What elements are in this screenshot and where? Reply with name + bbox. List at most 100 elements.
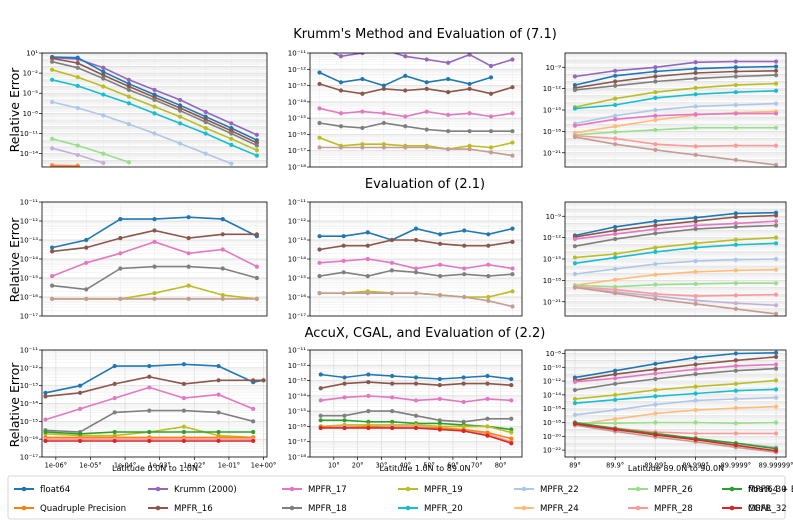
y-tick-label: 10⁻⁸ <box>23 110 39 118</box>
data-point-mpfr26 <box>733 281 738 286</box>
data-point-mpfr18 <box>403 124 408 129</box>
data-point-mpfr26 <box>693 125 698 130</box>
data-point-mpfr19 <box>613 96 618 101</box>
data-point-mpfr24 <box>773 404 779 409</box>
series-line-accux <box>574 421 777 450</box>
x-tick-label: 20° <box>352 462 364 470</box>
data-point-mpfr16 <box>50 56 55 61</box>
y-tick-label: 10⁻¹⁸ <box>543 128 561 136</box>
x-tick-label: 89.99999° <box>759 462 793 470</box>
data-point-mpfr24 <box>733 268 738 273</box>
data-point-mpfr24 <box>653 272 658 277</box>
data-point-mpfr22 <box>653 261 658 267</box>
series-line-krumm <box>331 53 513 67</box>
y-axis: 10⁻⁹ 10⁻¹² 10⁻¹⁵ 10⁻¹⁸ 10⁻²¹ <box>543 64 565 157</box>
y-tick-label: 10⁻¹² <box>288 218 306 226</box>
y-tick-label: 10⁻¹⁷ <box>288 438 306 446</box>
data-point-mpfr19 <box>693 241 698 246</box>
data-point-mpfr17 <box>653 113 658 118</box>
series-line-mpfr16 <box>319 83 513 95</box>
data-point-mpfr16 <box>186 236 191 241</box>
data-point-mpfr16 <box>381 86 386 91</box>
data-point-accux <box>509 427 514 432</box>
data-point-mpfr19 <box>572 396 578 402</box>
data-point-mpfr19 <box>733 82 738 88</box>
data-point-mpfr32 <box>693 301 698 306</box>
data-point-mpfr19 <box>186 283 191 288</box>
series-line-mpfr18 <box>319 122 513 132</box>
series-group <box>572 210 779 316</box>
data-point-mpfr16 <box>403 88 408 93</box>
data-point-mpfr16 <box>413 381 419 386</box>
data-point-mpfr19 <box>101 84 106 89</box>
data-point-mpfr19 <box>613 251 618 257</box>
data-point-mpfr32 <box>338 145 344 150</box>
data-point-mpfr18 <box>773 223 779 228</box>
legend-label: MPFR_22 <box>540 485 579 495</box>
y-tick-label: 10⁻¹³ <box>20 382 38 390</box>
data-point-mpfr16 <box>366 380 371 385</box>
y-tick-label: 10⁻¹² <box>20 364 38 372</box>
data-point-float64 <box>462 228 467 233</box>
data-point-mpfr18 <box>389 268 394 273</box>
data-point-mpfr18 <box>613 381 618 386</box>
x-tick-label: 60° <box>447 462 459 470</box>
data-point-mpfr16 <box>118 236 123 241</box>
data-point-mpfr17 <box>43 417 48 422</box>
data-point-cgal <box>653 432 658 438</box>
legend: float64 Quadruple Precision Krumm (2000) MP… <box>7 475 793 520</box>
data-point-mpfr32 <box>572 285 578 290</box>
data-point-krumm <box>773 59 779 64</box>
subplot-3-2: 10⁻¹¹ 10⁻¹² 10⁻¹³ 10⁻¹⁴ 10⁻¹⁵ 10⁻¹⁶ 10⁻¹⁷ 10⁻¹⁸… <box>288 347 523 470</box>
legend-item-krumm: Krumm (2000) <box>148 485 237 495</box>
data-point-mpfr32 <box>317 291 322 296</box>
data-point-mpfr18 <box>613 83 618 88</box>
data-point-mpfr19 <box>467 143 472 148</box>
data-point-mpfr26 <box>101 151 106 156</box>
data-point-mpfr19 <box>773 235 779 240</box>
series-line-mpfr16 <box>574 70 777 89</box>
data-point-mpfr22 <box>572 271 578 277</box>
data-point-float64 <box>693 355 698 360</box>
y-tick-label: 10⁻²⁰ <box>543 433 561 441</box>
data-point-mpfr19 <box>317 135 322 140</box>
data-point-mpfr28 <box>733 143 738 148</box>
legend-marker <box>21 486 27 492</box>
y-tick-label: 10⁻⁹ <box>546 213 562 221</box>
y-tick-label: 10⁻¹¹ <box>288 199 306 207</box>
data-point-mpfr17 <box>403 114 408 119</box>
legend-marker <box>289 486 295 492</box>
grid <box>310 350 522 457</box>
data-point-mpfr19 <box>488 145 494 150</box>
data-point-float64 <box>413 375 419 380</box>
data-point-mpfr20 <box>733 242 738 247</box>
data-point-krumm <box>254 132 259 137</box>
data-point-mpfr16 <box>510 85 515 90</box>
data-point-mpfr16 <box>733 69 738 74</box>
y-tick-label: 10⁻¹⁶ <box>288 131 306 139</box>
data-point-mpfr18 <box>338 124 344 129</box>
series-line-mpfr22 <box>51 101 232 165</box>
data-point-mpfr17 <box>381 111 386 116</box>
y-axis: 10⁻⁹ 10⁻¹² 10⁻¹⁵ 10⁻¹⁸ 10⁻²¹ <box>543 213 565 306</box>
data-point-mpfr22 <box>613 266 618 272</box>
data-point-mpfr16 <box>390 381 395 386</box>
data-point-mpfr17 <box>693 223 698 228</box>
data-point-float64 <box>75 55 80 60</box>
legend-marker <box>405 505 411 511</box>
y-axis-label-row-3: Relative Error <box>7 362 22 448</box>
series-line-mpfr22 <box>574 396 777 416</box>
series-line-mpfr19 <box>574 236 777 259</box>
data-point-mpfr16 <box>693 70 698 76</box>
data-point-float64 <box>446 76 451 82</box>
data-point-mpfr20 <box>773 241 779 246</box>
x-tick-label: 50° <box>423 462 435 470</box>
y-tick-label: 10⁻¹⁰ <box>543 364 561 372</box>
data-point-float64 <box>317 234 322 239</box>
data-point-mpfr18 <box>381 120 386 126</box>
row-titles: Krumm's Method and Evaluation of (7.1) E… <box>293 27 557 341</box>
data-point-mpfr17 <box>461 399 466 405</box>
y-tick-label: 10⁻¹⁵ <box>543 256 561 264</box>
data-point-float64 <box>365 230 370 235</box>
data-point-accux <box>342 418 347 423</box>
